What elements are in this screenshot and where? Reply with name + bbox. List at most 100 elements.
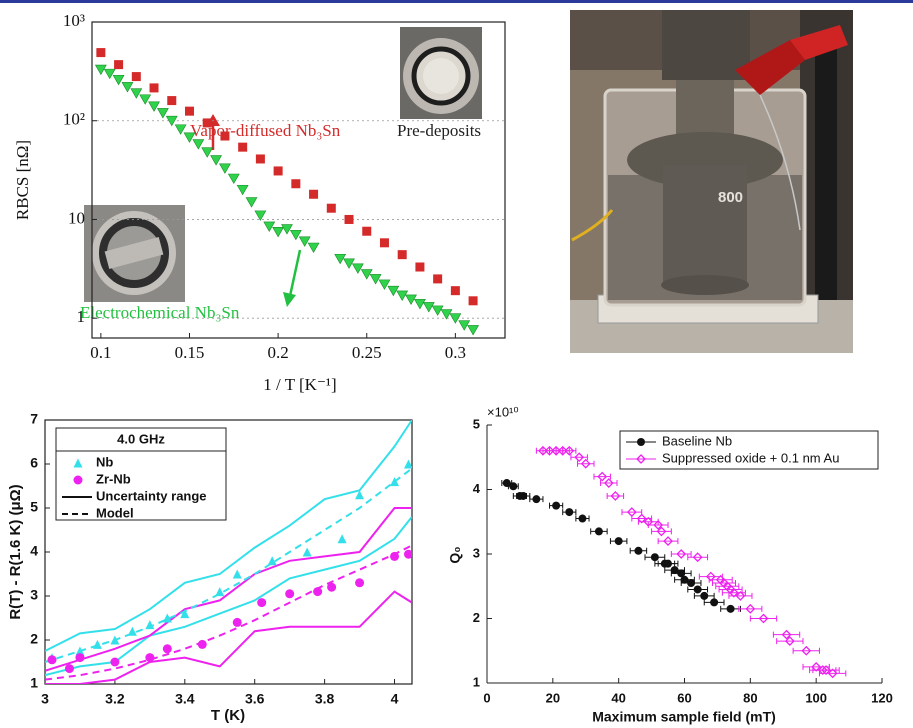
- marker: [291, 179, 301, 189]
- x-axis-label: T (K): [211, 707, 245, 724]
- marker: [653, 520, 664, 530]
- marker: [544, 445, 555, 456]
- legend-label: Uncertainty range: [96, 488, 207, 503]
- marker: [127, 626, 137, 636]
- x-tick-label: 0.2: [267, 343, 288, 362]
- marker: [103, 68, 116, 80]
- x-tick-label: 4: [391, 691, 399, 707]
- x-axis-label: 1 / T [K⁻¹]: [263, 375, 336, 394]
- x-axis-label: Maximum sample field (mT): [592, 709, 776, 725]
- y-tick-label: 1: [30, 675, 38, 691]
- marker: [174, 124, 187, 135]
- error-bar: [749, 615, 778, 622]
- marker: [245, 197, 258, 208]
- legend-label: Nb: [96, 454, 113, 469]
- uncertainty-line: [45, 516, 412, 677]
- marker: [664, 559, 673, 568]
- marker: [149, 83, 159, 93]
- marker: [202, 118, 212, 128]
- uncertainty-line: [45, 507, 412, 672]
- marker: [433, 274, 443, 284]
- marker: [298, 236, 311, 247]
- marker: [360, 269, 373, 280]
- marker: [192, 139, 205, 150]
- marker: [650, 553, 659, 562]
- error-bar: [687, 554, 709, 561]
- legend-box: [55, 427, 227, 521]
- y-axis-label: R(T) - R(1.6 K) (μΩ): [7, 484, 24, 619]
- error-bar: [818, 670, 847, 677]
- x-tick-label: 0.25: [352, 343, 382, 362]
- y-tick-label: 5: [473, 416, 480, 431]
- x-tick-label: 3.8: [315, 691, 335, 707]
- uncertainty-line: [45, 420, 412, 652]
- error-bar: [657, 538, 679, 545]
- chart: 1 10 10² 10³ 0.1 0.15 0.2 0.25 0.3 1 / T [K⁻¹] RBC…: [13, 11, 506, 394]
- chart: 1 2 3 4 5 0 20 40 60 80 100 120 Maximum sample field…: [447, 404, 893, 724]
- marker: [344, 214, 354, 224]
- y-tick-label: 6: [30, 455, 38, 471]
- marker: [405, 294, 417, 305]
- marker: [183, 132, 196, 143]
- marker: [552, 501, 561, 510]
- marker: [94, 64, 107, 76]
- marker: [693, 585, 702, 594]
- plot-area: [45, 420, 412, 684]
- marker: [680, 575, 689, 584]
- marker: [538, 445, 548, 456]
- marker: [273, 166, 283, 176]
- marker: [145, 620, 155, 630]
- marker: [302, 547, 312, 557]
- marker: [238, 142, 248, 152]
- model-line: [45, 467, 412, 663]
- x-tick-label: 60: [677, 690, 691, 705]
- marker: [634, 546, 643, 555]
- marker: [387, 285, 400, 297]
- error-bar: [738, 605, 763, 612]
- marker: [397, 250, 407, 260]
- marker: [700, 591, 709, 600]
- marker: [597, 471, 608, 482]
- marker: [603, 478, 614, 488]
- marker: [110, 635, 120, 645]
- marker: [131, 72, 141, 82]
- y-axis-label: RBCS [nΩ]: [13, 140, 32, 220]
- marker: [156, 108, 169, 119]
- marker: [821, 665, 831, 676]
- error-bar: [728, 592, 753, 599]
- y-tick-label: 7: [30, 411, 38, 427]
- marker: [309, 189, 319, 199]
- marker: [162, 613, 172, 623]
- y-tick-label: 10: [68, 208, 85, 227]
- marker: [519, 491, 528, 500]
- marker: [96, 48, 106, 58]
- marker: [148, 101, 160, 112]
- uncertainty-line: [45, 590, 412, 684]
- marker: [232, 569, 242, 579]
- error-bar: [600, 480, 618, 487]
- error-bar: [792, 647, 820, 654]
- marker: [404, 459, 412, 469]
- error-bar: [577, 460, 595, 467]
- marker: [121, 82, 134, 93]
- marker: [355, 490, 365, 500]
- y-axis-label: Q₀: [447, 546, 463, 563]
- marker: [467, 325, 480, 336]
- marker: [610, 491, 621, 501]
- y-tick-label: 2: [30, 631, 38, 647]
- marker: [705, 571, 716, 582]
- marker: [580, 458, 591, 469]
- y-tick-label: 1: [77, 307, 86, 326]
- marker: [255, 154, 265, 164]
- marker: [431, 305, 444, 316]
- annotation-arrow: [206, 114, 302, 307]
- legend-title: 4.0 GHz: [117, 431, 165, 446]
- marker: [404, 549, 412, 559]
- marker: [64, 664, 74, 674]
- x-tick-label: 80: [743, 690, 757, 705]
- error-bar: [772, 631, 801, 638]
- marker: [263, 221, 276, 232]
- y-tick-label: 3: [30, 587, 38, 603]
- y-tick-label: 3: [473, 545, 480, 560]
- x-tick-label: 0: [483, 690, 490, 705]
